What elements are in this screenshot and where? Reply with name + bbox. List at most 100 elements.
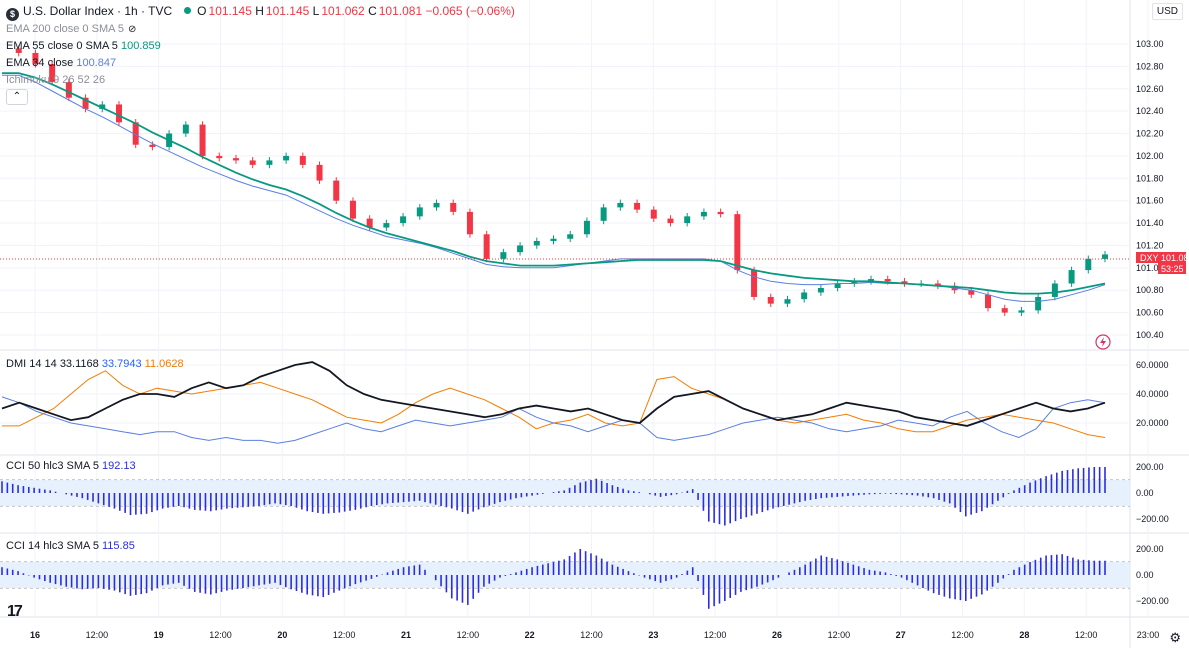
candle-body: [32, 52, 39, 65]
legend-cci14[interactable]: CCI 14 hlc3 SMA 5 115.85: [6, 540, 135, 552]
time-tick-label: 12:00: [1075, 630, 1098, 640]
candle-body: [349, 200, 356, 219]
cci14-tick-label: −200.00: [1136, 596, 1169, 606]
ohlc-change: −0.065 (−0.06%): [425, 4, 515, 18]
time-tick-label: 22: [525, 630, 535, 640]
candle-body: [567, 234, 574, 239]
candle-body: [400, 216, 407, 224]
candle-body: [232, 158, 239, 161]
candle-body: [115, 104, 122, 123]
time-tick-label: 23: [648, 630, 658, 640]
price-tick-label: 102.00: [1136, 151, 1164, 161]
candle-body: [650, 209, 657, 219]
candle-body: [550, 238, 557, 241]
cci14-tick-label: 0.00: [1136, 570, 1154, 580]
candle-body: [1001, 308, 1008, 313]
ohlc-high: 101.145: [265, 4, 310, 18]
price-tag-symbol: DXY: [1140, 253, 1159, 263]
candle-body: [1018, 310, 1025, 313]
time-tick-label: 20: [277, 630, 287, 640]
legend-ema34[interactable]: EMA 34 close 100.847: [6, 57, 117, 69]
candle-body: [1035, 296, 1042, 311]
candle-body: [333, 180, 340, 201]
chart-axes: 103.00 102.80 102.60 102.40 102.20 102.00 101.…: [30, 39, 1169, 640]
candle-body: [667, 218, 674, 224]
candle-body: [216, 155, 223, 159]
candle-body: [600, 207, 607, 221]
dmi-adx-line: [1, 361, 1106, 427]
price-tick-label: 100.60: [1136, 308, 1164, 318]
candle-body: [299, 155, 306, 165]
candle-body: [767, 296, 774, 304]
price-tick-label: 101.20: [1136, 240, 1164, 250]
time-tick-label: 12:00: [828, 630, 851, 640]
candle-body: [784, 299, 791, 304]
time-tick-label: 12:00: [580, 630, 603, 640]
candle-body: [65, 82, 72, 98]
candle-body: [517, 245, 524, 253]
candle-body: [149, 144, 156, 147]
price-tag-countdown: 53:25: [1161, 264, 1184, 274]
candle-body: [834, 283, 841, 288]
legend-cci50[interactable]: CCI 50 hlc3 SMA 5 192.13: [6, 460, 136, 472]
candle-body: [533, 240, 540, 246]
candle-body: [466, 211, 473, 235]
currency-label[interactable]: USD: [1151, 3, 1183, 20]
candle-body: [901, 281, 908, 284]
time-tick-label: 16: [30, 630, 40, 640]
candle-body: [249, 160, 256, 165]
candle-body: [583, 220, 590, 235]
candle-body: [283, 155, 290, 161]
cci50-tick-label: 0.00: [1136, 488, 1154, 498]
price-tick-label: 101.00: [1136, 263, 1164, 273]
candle-body: [1085, 258, 1092, 271]
candle-body: [199, 124, 206, 156]
candle-body: [851, 281, 858, 284]
flash-icon[interactable]: [1095, 334, 1111, 350]
gear-icon[interactable]: ⚙: [1169, 630, 1181, 645]
market-status-dot: [184, 7, 192, 14]
symbol-title[interactable]: U.S. Dollar Index · 1h · TVC: [23, 4, 173, 18]
time-tick-label: 26: [772, 630, 782, 640]
legend-ema55[interactable]: EMA 55 close 0 SMA 5 100.859: [6, 40, 161, 52]
candle-body: [968, 290, 975, 295]
price-tick-label: 101.40: [1136, 218, 1164, 228]
collapse-legend-button[interactable]: ⌃: [6, 89, 28, 105]
time-tick-label: 19: [154, 630, 164, 640]
time-tick-label: 28: [1019, 630, 1029, 640]
ema55-line: [2, 72, 1106, 295]
ohlc-open: 101.145: [208, 4, 252, 18]
candle-body: [316, 164, 323, 181]
candle-body: [751, 270, 758, 297]
candle-body: [801, 292, 808, 300]
candle-body: [366, 218, 373, 228]
price-tick-label: 102.20: [1136, 129, 1164, 139]
ohlc-close: 101.081: [378, 4, 423, 18]
candle-body: [15, 48, 22, 53]
candle-body: [817, 287, 824, 293]
legend-ema200[interactable]: EMA 200 close 0 SMA 5 ⊘: [6, 23, 137, 35]
cci14-tick-label: 200.00: [1136, 544, 1164, 554]
candle-body: [1051, 283, 1058, 297]
legend-ichimoku[interactable]: Ichimoku 9 26 52 26: [6, 74, 106, 86]
time-tick-label: 12:00: [86, 630, 109, 640]
price-tick-label: 100.40: [1136, 330, 1164, 340]
tradingview-logo[interactable]: 17: [7, 603, 23, 620]
candle-body: [684, 216, 691, 224]
time-tick-label: 23:00: [1137, 630, 1160, 640]
candle-body: [82, 97, 89, 109]
candle-body: [884, 279, 891, 282]
time-tick-label: 12:00: [333, 630, 356, 640]
time-tick-label: 21: [401, 630, 411, 640]
dmi-tick-label: 40.0000: [1136, 389, 1169, 399]
candle-body: [934, 283, 941, 286]
time-tick-label: 27: [896, 630, 906, 640]
price-tick-label: 101.80: [1136, 173, 1164, 183]
cci50-tick-label: −200.00: [1136, 514, 1169, 524]
dmi-tick-label: 60.0000: [1136, 360, 1169, 370]
hidden-eye-icon[interactable]: ⊘: [128, 24, 137, 35]
candle-body: [985, 294, 992, 309]
legend-dmi[interactable]: DMI 14 14 33.1168 33.7943 11.0628: [6, 358, 184, 370]
